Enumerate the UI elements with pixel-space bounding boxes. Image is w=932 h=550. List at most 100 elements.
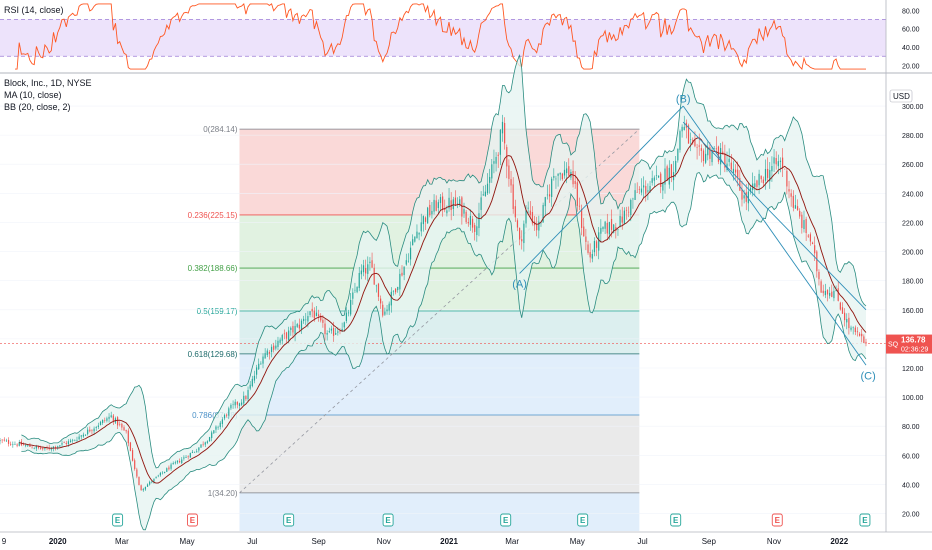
- candle-body: [354, 289, 356, 291]
- candle-body: [292, 326, 294, 333]
- currency-label[interactable]: USD: [893, 92, 910, 101]
- candle: [213, 430, 215, 434]
- currency-box[interactable]: [889, 89, 913, 103]
- wave-line: [682, 105, 867, 366]
- candle: [371, 252, 373, 268]
- candle: [174, 460, 176, 465]
- candle: [734, 164, 737, 180]
- ma-legend[interactable]: MA (10, close): [4, 90, 62, 100]
- candle-body: [779, 160, 782, 162]
- candle-body: [279, 339, 281, 343]
- earnings-marker-box[interactable]: [186, 513, 198, 527]
- candle: [773, 148, 775, 172]
- candle-body: [332, 327, 335, 336]
- candle-body: [846, 318, 848, 323]
- candle: [179, 458, 181, 464]
- candle-body: [865, 341, 867, 344]
- candle-body: [773, 157, 775, 164]
- candle: [756, 179, 758, 191]
- earnings-marker-box[interactable]: [500, 513, 512, 527]
- candle: [448, 187, 450, 212]
- candle-body: [527, 207, 529, 209]
- candle-body: [305, 319, 307, 321]
- earnings-marker-letter: E: [862, 516, 868, 525]
- candle: [698, 133, 700, 156]
- earnings-marker-box[interactable]: [577, 513, 589, 527]
- candle: [775, 151, 777, 170]
- price-axis[interactable]: 20.0040.0060.0080.00100.00120.00140.0016…: [885, 0, 932, 532]
- candle: [365, 259, 367, 280]
- candle: [234, 399, 236, 409]
- candle: [551, 176, 553, 207]
- candle-body: [157, 475, 159, 477]
- candle: [247, 386, 249, 403]
- candle-body: [456, 203, 459, 205]
- candle-body: [268, 352, 271, 354]
- earnings-marker-box[interactable]: [670, 513, 682, 527]
- candle-body: [365, 268, 367, 274]
- candle: [501, 114, 504, 142]
- candle-body: [619, 215, 621, 228]
- earnings-marker-box[interactable]: [283, 513, 295, 527]
- candle: [273, 342, 275, 353]
- candle-body: [578, 205, 581, 207]
- candle: [418, 232, 420, 241]
- earnings-marker-icon[interactable]: E: [112, 513, 124, 527]
- time-tick-label: May: [180, 537, 195, 546]
- candle-body: [322, 319, 324, 323]
- price-tick-label: 60.00: [902, 453, 920, 460]
- candle-body: [771, 165, 773, 172]
- earnings-marker-icon[interactable]: E: [382, 513, 394, 527]
- earnings-marker-icon[interactable]: E: [577, 513, 589, 527]
- earnings-marker-box[interactable]: [382, 513, 394, 527]
- candle-body: [839, 302, 841, 310]
- candle: [345, 307, 347, 324]
- price-tick-label: 280.00: [902, 133, 924, 140]
- earnings-marker-icon[interactable]: E: [670, 513, 682, 527]
- earnings-marker-icon[interactable]: E: [500, 513, 512, 527]
- candle: [852, 326, 854, 335]
- candle-body: [285, 332, 288, 339]
- earnings-marker-box[interactable]: [859, 513, 871, 527]
- candle-body: [7, 439, 10, 444]
- candle-body: [504, 122, 506, 144]
- earnings-marker-icon[interactable]: E: [283, 513, 295, 527]
- symbol-title[interactable]: Block, Inc., 1D, NYSE: [4, 78, 92, 88]
- bb-legend[interactable]: BB (20, close, 2): [4, 102, 71, 112]
- earnings-marker-icon[interactable]: E: [859, 513, 871, 527]
- candle-body: [262, 356, 264, 364]
- fib-zone: [239, 492, 640, 531]
- candle-body: [822, 290, 824, 294]
- candle-body: [668, 167, 670, 185]
- candle: [117, 416, 119, 430]
- candle: [850, 325, 852, 332]
- fib-zone: [239, 353, 640, 416]
- candle-body: [636, 192, 638, 193]
- earnings-marker-box[interactable]: [771, 513, 783, 527]
- candle-body: [563, 169, 566, 176]
- earnings-marker-icon[interactable]: E: [771, 513, 783, 527]
- time-axis[interactable]: 9 2020 Mar May Jul Sep Nov 2021 Mar May Jul Sep Nov 2…: [0, 531, 932, 546]
- candle: [341, 322, 343, 333]
- last-price-value: 136.78: [901, 336, 926, 345]
- earnings-marker-box[interactable]: [112, 513, 124, 527]
- candle: [651, 170, 653, 186]
- candle: [480, 191, 482, 220]
- candle: [465, 209, 467, 225]
- candle: [399, 268, 401, 296]
- candle-body: [356, 286, 358, 293]
- candle: [482, 185, 484, 196]
- candle: [238, 402, 241, 410]
- wave-line: [519, 105, 684, 274]
- candle: [110, 411, 112, 419]
- candle: [508, 159, 510, 187]
- candle-body: [181, 459, 183, 463]
- candle-body: [345, 312, 347, 322]
- candle-body: [174, 462, 176, 464]
- earnings-marker-icon[interactable]: E: [186, 513, 198, 527]
- candle-body: [187, 456, 189, 458]
- candle-body: [559, 172, 561, 175]
- candle-body: [123, 427, 125, 431]
- candle: [166, 467, 168, 472]
